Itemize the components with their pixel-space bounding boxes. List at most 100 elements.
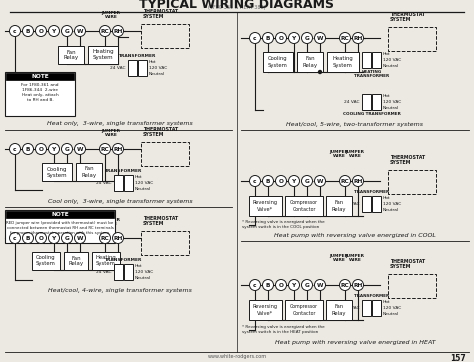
Text: JUMPER
WIRE: JUMPER WIRE	[346, 150, 365, 158]
Circle shape	[112, 25, 124, 37]
Circle shape	[62, 25, 73, 37]
Text: B: B	[26, 236, 30, 241]
Text: Contactor: Contactor	[292, 311, 316, 316]
Text: B: B	[266, 36, 270, 41]
Text: c: c	[253, 179, 257, 184]
Text: W: W	[317, 283, 323, 288]
Circle shape	[353, 33, 364, 43]
Circle shape	[36, 143, 46, 155]
Text: Y: Y	[292, 36, 296, 41]
Text: Fan: Fan	[84, 167, 94, 172]
Text: RH: RH	[353, 36, 363, 41]
Text: 24 VAC: 24 VAC	[97, 270, 112, 274]
Circle shape	[319, 71, 321, 73]
Text: O: O	[279, 36, 283, 41]
Text: Heat pump with reversing valve energized in HEAT: Heat pump with reversing valve energized…	[275, 340, 435, 345]
FancyBboxPatch shape	[138, 60, 147, 76]
Text: c: c	[253, 36, 257, 41]
Text: Heat/cool, 4-wire, single transformer systems: Heat/cool, 4-wire, single transformer sy…	[48, 288, 192, 293]
Text: * Reversing valve is energized when the
system switch is in the COOL position: * Reversing valve is energized when the …	[242, 220, 325, 229]
Text: System: System	[93, 55, 113, 60]
Circle shape	[353, 176, 364, 186]
Text: Heat only,  3-wire, single transformer systems: Heat only, 3-wire, single transformer sy…	[47, 121, 193, 126]
FancyBboxPatch shape	[285, 196, 323, 216]
Text: Y: Y	[292, 179, 296, 184]
Text: Heating: Heating	[92, 50, 114, 55]
Text: 24 VAC: 24 VAC	[345, 58, 360, 62]
Text: Relay: Relay	[302, 63, 318, 68]
Circle shape	[339, 279, 350, 290]
Text: System: System	[333, 63, 353, 68]
Text: www.white-rodgers.com: www.white-rodgers.com	[208, 354, 266, 359]
Text: THERMOSTAT
SYSTEM: THERMOSTAT SYSTEM	[143, 216, 178, 226]
Circle shape	[301, 176, 312, 186]
Text: Cooling: Cooling	[47, 167, 67, 172]
Text: 24 VAC: 24 VAC	[345, 202, 360, 206]
Text: COOLING TRANSFORMER: COOLING TRANSFORMER	[343, 112, 401, 116]
Text: c: c	[13, 29, 17, 34]
Text: Heating: Heating	[333, 56, 354, 61]
Text: 120 VAC: 120 VAC	[135, 181, 153, 185]
FancyBboxPatch shape	[32, 252, 60, 270]
Circle shape	[48, 143, 60, 155]
Text: Cooling: Cooling	[36, 256, 56, 261]
FancyBboxPatch shape	[327, 52, 359, 72]
Text: RH: RH	[353, 283, 363, 288]
Text: RH: RH	[113, 147, 123, 152]
Text: Relay: Relay	[332, 311, 346, 316]
Text: Hot: Hot	[135, 175, 143, 179]
Text: B: B	[266, 283, 270, 288]
Circle shape	[74, 143, 85, 155]
FancyBboxPatch shape	[362, 300, 371, 316]
Text: THERMOSTAT
SYSTEM: THERMOSTAT SYSTEM	[390, 155, 425, 165]
FancyBboxPatch shape	[5, 210, 115, 243]
Circle shape	[249, 33, 261, 43]
Text: W: W	[77, 29, 83, 34]
FancyBboxPatch shape	[128, 60, 137, 76]
Text: System: System	[36, 261, 56, 266]
Circle shape	[289, 279, 300, 290]
FancyBboxPatch shape	[124, 175, 133, 191]
Text: RC: RC	[100, 29, 109, 34]
FancyBboxPatch shape	[372, 94, 381, 110]
Text: G: G	[64, 236, 69, 241]
Text: System: System	[46, 173, 67, 177]
Text: 120 VAC: 120 VAC	[383, 58, 401, 62]
Circle shape	[112, 232, 124, 244]
Text: Compressor: Compressor	[290, 200, 318, 205]
Text: JUMPER
WIRE: JUMPER WIRE	[329, 150, 348, 158]
Text: Fan: Fan	[71, 256, 81, 261]
Circle shape	[100, 25, 110, 37]
Circle shape	[9, 143, 20, 155]
Text: JUMPER
WIRE: JUMPER WIRE	[101, 11, 120, 19]
Text: G: G	[305, 36, 310, 41]
Circle shape	[339, 176, 350, 186]
FancyBboxPatch shape	[362, 94, 371, 110]
Text: For 1F80-361 and
1F86-344  2-wire
Heat only, attach
to RH and B.: For 1F80-361 and 1F86-344 2-wire Heat on…	[21, 83, 59, 102]
Text: RH: RH	[113, 29, 123, 34]
Text: Hot: Hot	[383, 300, 391, 304]
FancyBboxPatch shape	[42, 163, 72, 181]
Text: W: W	[77, 147, 83, 152]
Text: THERMOSTAT
SYSTEM: THERMOSTAT SYSTEM	[143, 9, 178, 19]
Text: NOTE: NOTE	[31, 74, 49, 79]
FancyBboxPatch shape	[249, 300, 282, 320]
FancyBboxPatch shape	[64, 252, 88, 270]
Text: c: c	[13, 236, 17, 241]
Circle shape	[315, 279, 326, 290]
Text: TYPICAL WIRING DIAGRAMS: TYPICAL WIRING DIAGRAMS	[139, 0, 335, 12]
Circle shape	[36, 232, 46, 244]
Text: Heating: Heating	[96, 256, 117, 261]
Circle shape	[353, 279, 364, 290]
Text: Y: Y	[52, 29, 56, 34]
Text: RED jumper wire (provided with thermostat) must be
connected between thermostat : RED jumper wire (provided with thermosta…	[6, 221, 114, 235]
Text: 120 VAC: 120 VAC	[149, 66, 167, 70]
Circle shape	[112, 143, 124, 155]
Text: Y: Y	[292, 283, 296, 288]
Text: 24 VAC: 24 VAC	[345, 306, 360, 310]
Text: RC: RC	[341, 283, 349, 288]
Text: JUMPER
WIRE: JUMPER WIRE	[329, 254, 348, 262]
FancyBboxPatch shape	[5, 72, 75, 116]
Text: RC: RC	[100, 147, 109, 152]
Text: Contactor: Contactor	[292, 207, 316, 212]
